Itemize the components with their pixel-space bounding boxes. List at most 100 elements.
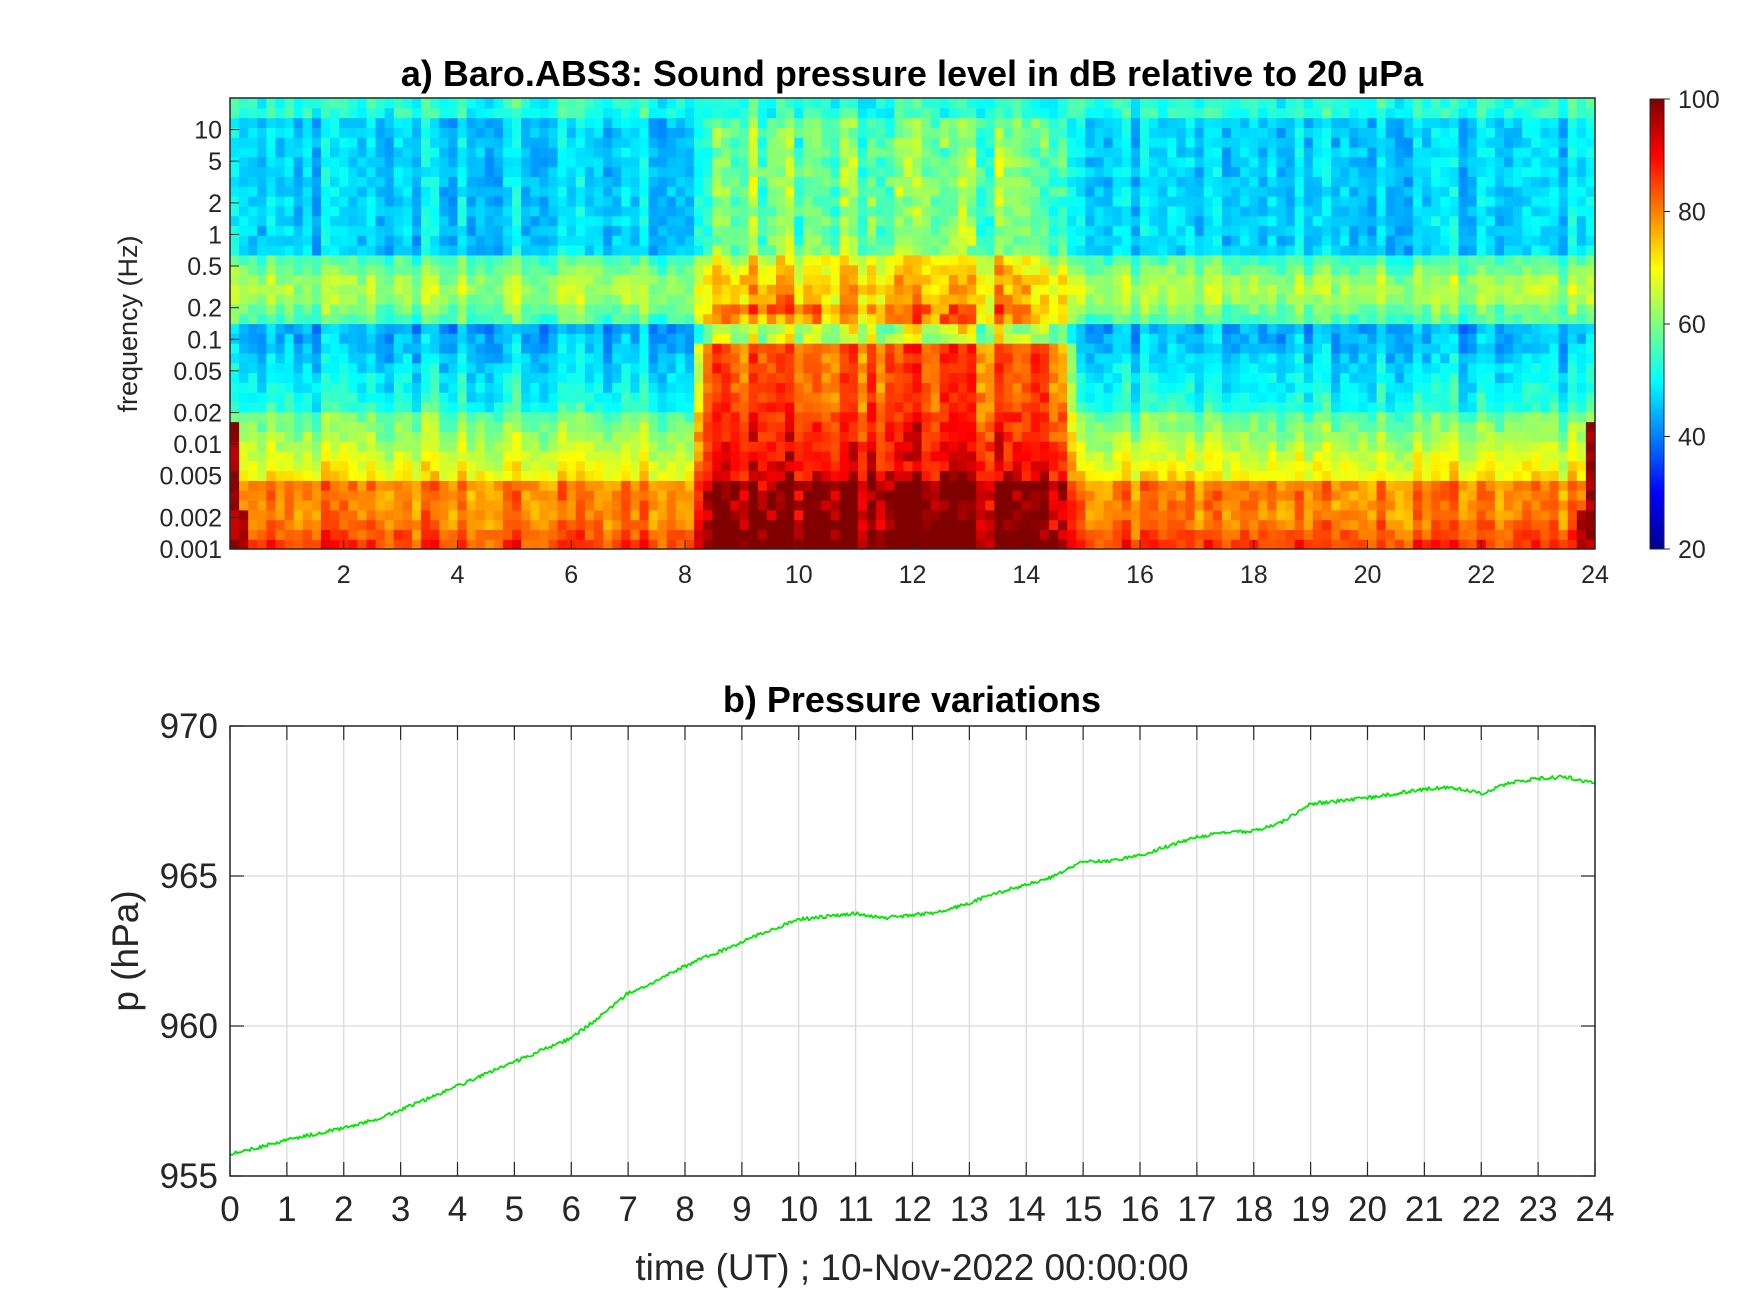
spectrogram-cell bbox=[503, 539, 513, 549]
spectrogram-cell bbox=[475, 450, 486, 462]
spectrogram-cell bbox=[266, 98, 277, 109]
spectrogram-cell bbox=[867, 480, 877, 491]
spectrogram-cell bbox=[948, 441, 959, 452]
spectrogram-cell bbox=[776, 215, 786, 227]
spectrogram-cell bbox=[912, 382, 923, 393]
spectrogram-cell bbox=[830, 519, 841, 530]
spectrogram-cell bbox=[703, 274, 713, 285]
spectrogram-cell bbox=[348, 499, 358, 511]
spectrogram-cell bbox=[393, 460, 404, 472]
spectrogram-cell bbox=[876, 205, 886, 217]
spectrogram-cell bbox=[575, 294, 586, 305]
spectrogram-cell bbox=[339, 156, 349, 168]
spectrogram-cell bbox=[712, 460, 722, 472]
spectrogram-cell bbox=[1167, 137, 1177, 148]
spectrogram-cell bbox=[830, 274, 841, 285]
spectrogram-cell bbox=[1112, 362, 1123, 374]
spectrogram-cell bbox=[1140, 147, 1150, 158]
spectrogram-cell bbox=[630, 294, 641, 305]
spectrogram-cell bbox=[712, 431, 722, 442]
spectrogram-cell bbox=[948, 107, 959, 119]
spectrogram-cell bbox=[1003, 519, 1014, 530]
spectrogram-cell bbox=[794, 254, 804, 266]
spectrogram-cell bbox=[466, 382, 477, 393]
spectrogram-cell bbox=[648, 254, 659, 266]
spectrogram-cell bbox=[612, 176, 622, 187]
spectrogram-cell bbox=[257, 539, 267, 549]
spectrogram-cell bbox=[311, 362, 322, 374]
spectrogram-cell bbox=[1085, 539, 1096, 549]
spectrogram-cell bbox=[1149, 392, 1159, 403]
spectrogram-cell bbox=[930, 421, 941, 432]
spectrogram-cell bbox=[275, 421, 286, 432]
spectrogram-cell bbox=[248, 431, 258, 442]
spectrogram-cell bbox=[366, 470, 377, 481]
spectrogram-cell bbox=[1021, 362, 1032, 374]
spectrogram-cell bbox=[539, 343, 550, 354]
spectrogram-cell bbox=[330, 421, 340, 432]
spectrogram-cell bbox=[566, 490, 577, 501]
spectrogram-cell bbox=[330, 362, 340, 374]
spectrogram-cell bbox=[730, 254, 741, 266]
spectrogram-cell bbox=[1112, 509, 1123, 521]
spectrogram-cell bbox=[512, 205, 522, 217]
spectrogram-cell bbox=[794, 303, 804, 315]
spectrogram-cell bbox=[357, 274, 368, 285]
spectrogram-cell bbox=[976, 254, 986, 266]
spectrogram-cell bbox=[948, 313, 959, 325]
spectrogram-cell bbox=[903, 127, 914, 138]
spectrogram-cell bbox=[1021, 343, 1032, 354]
spectrogram-cell bbox=[603, 186, 613, 197]
spectrogram-cell bbox=[1130, 480, 1141, 491]
spectrogram-cell bbox=[384, 362, 395, 374]
spectrogram-cell bbox=[730, 303, 741, 315]
spectrogram-cell bbox=[1085, 294, 1096, 305]
spectrogram-cell bbox=[339, 499, 349, 511]
spectrogram-cell bbox=[930, 254, 941, 266]
spectrogram-cell bbox=[839, 137, 850, 148]
spectrogram-cell bbox=[848, 372, 859, 383]
spectrogram-cell bbox=[557, 401, 568, 413]
spectrogram-cell bbox=[1167, 117, 1177, 129]
spectrogram-cell bbox=[384, 245, 395, 256]
spectrogram-cell bbox=[566, 196, 577, 207]
spectrogram-cell bbox=[293, 470, 304, 481]
spectrogram-cell bbox=[1030, 509, 1041, 521]
spectrogram-cell bbox=[1003, 323, 1014, 334]
spectrogram-cell bbox=[548, 490, 559, 501]
spectrogram-cell bbox=[1212, 480, 1223, 491]
spectrogram-cell bbox=[548, 450, 559, 462]
spectrogram-cell bbox=[1085, 519, 1096, 530]
spectrogram-cell bbox=[1049, 313, 1059, 325]
spectrogram-cell bbox=[757, 352, 768, 364]
spectrogram-cell bbox=[348, 156, 358, 168]
spectrogram-cell bbox=[539, 166, 550, 178]
spectrogram-cell bbox=[584, 215, 595, 227]
spectrogram-cell bbox=[1121, 460, 1132, 472]
spectrogram-cell bbox=[566, 245, 577, 256]
spectrogram-cell bbox=[739, 362, 750, 374]
spectrogram-cell bbox=[730, 235, 741, 246]
spectrogram-cell bbox=[1039, 264, 1050, 276]
spectrogram-cell bbox=[794, 499, 804, 511]
spectrogram-cell bbox=[958, 313, 968, 325]
spectrogram-cell bbox=[712, 225, 722, 236]
spectrogram-cell bbox=[939, 235, 950, 246]
spectrogram-cell bbox=[721, 225, 732, 236]
spectrogram-cell bbox=[939, 274, 950, 285]
spectrogram-cell bbox=[539, 450, 550, 462]
spectrogram-cell bbox=[757, 274, 768, 285]
spectrogram-cell bbox=[730, 470, 741, 481]
spectrogram-cell bbox=[857, 313, 868, 325]
spectrogram-cell bbox=[1203, 431, 1214, 442]
spectrogram-cell bbox=[1067, 117, 1077, 129]
spectrogram-cell bbox=[475, 205, 486, 217]
spectrogram-cell bbox=[439, 147, 449, 158]
spectrogram-cell bbox=[484, 539, 495, 549]
spectrogram-cell bbox=[903, 137, 914, 148]
spectrogram-cell bbox=[594, 176, 604, 187]
spectrogram-cell bbox=[848, 460, 859, 472]
spectrogram-cell bbox=[948, 254, 959, 266]
spectrogram-cell bbox=[857, 490, 868, 501]
spectrogram-cell bbox=[275, 274, 286, 285]
